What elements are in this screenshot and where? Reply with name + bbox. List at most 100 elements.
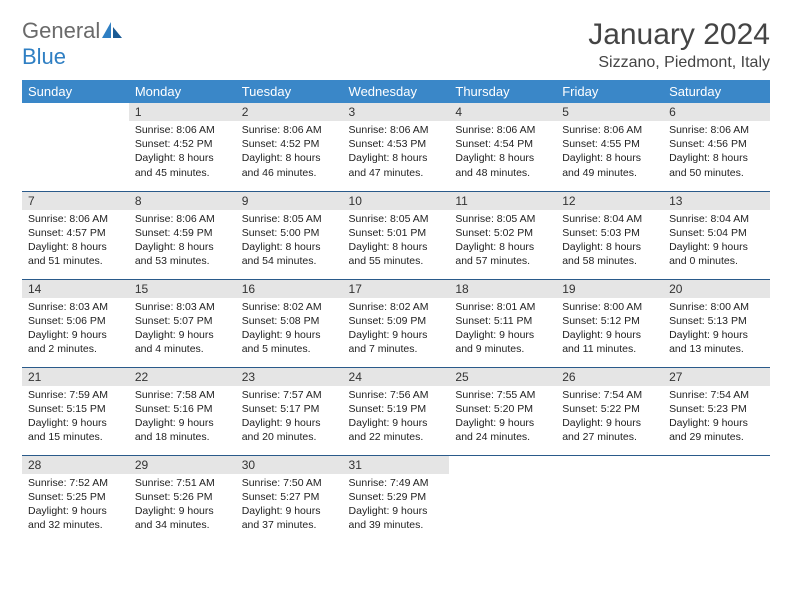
calendar-row: 21Sunrise: 7:59 AMSunset: 5:15 PMDayligh… xyxy=(22,367,770,455)
day-line: Sunset: 4:59 PM xyxy=(135,226,230,240)
day-line: Daylight: 8 hours xyxy=(562,240,657,254)
day-content: Sunrise: 8:00 AMSunset: 5:12 PMDaylight:… xyxy=(556,298,663,361)
day-line: Sunset: 5:04 PM xyxy=(669,226,764,240)
day-line: Daylight: 9 hours xyxy=(349,504,444,518)
day-line: Daylight: 9 hours xyxy=(455,328,550,342)
calendar-body: 1Sunrise: 8:06 AMSunset: 4:52 PMDaylight… xyxy=(22,103,770,543)
day-number: 18 xyxy=(449,280,556,298)
day-line: and 39 minutes. xyxy=(349,518,444,532)
day-content: Sunrise: 7:50 AMSunset: 5:27 PMDaylight:… xyxy=(236,474,343,537)
calendar-day: 31Sunrise: 7:49 AMSunset: 5:29 PMDayligh… xyxy=(343,455,450,543)
day-line: Sunrise: 8:02 AM xyxy=(242,300,337,314)
calendar-day: 25Sunrise: 7:55 AMSunset: 5:20 PMDayligh… xyxy=(449,367,556,455)
day-line: Sunset: 5:09 PM xyxy=(349,314,444,328)
page-title: January 2024 xyxy=(588,18,770,52)
day-line: Daylight: 9 hours xyxy=(669,328,764,342)
calendar-day: 2Sunrise: 8:06 AMSunset: 4:52 PMDaylight… xyxy=(236,103,343,191)
day-number: 17 xyxy=(343,280,450,298)
day-line: Sunset: 4:57 PM xyxy=(28,226,123,240)
calendar-day: 10Sunrise: 8:05 AMSunset: 5:01 PMDayligh… xyxy=(343,191,450,279)
day-line: and 45 minutes. xyxy=(135,166,230,180)
day-number: 28 xyxy=(22,456,129,474)
calendar-row: 14Sunrise: 8:03 AMSunset: 5:06 PMDayligh… xyxy=(22,279,770,367)
day-number: 25 xyxy=(449,368,556,386)
day-line: and 9 minutes. xyxy=(455,342,550,356)
day-line: Sunset: 5:19 PM xyxy=(349,402,444,416)
header: General Blue January 2024 Sizzano, Piedm… xyxy=(22,18,770,72)
day-line: and 4 minutes. xyxy=(135,342,230,356)
day-number: 12 xyxy=(556,192,663,210)
day-line: and 32 minutes. xyxy=(28,518,123,532)
day-line: and 7 minutes. xyxy=(349,342,444,356)
day-line: Daylight: 8 hours xyxy=(455,151,550,165)
calendar-empty xyxy=(663,455,770,543)
day-line: Daylight: 8 hours xyxy=(669,151,764,165)
day-line: and 37 minutes. xyxy=(242,518,337,532)
day-content: Sunrise: 7:54 AMSunset: 5:23 PMDaylight:… xyxy=(663,386,770,449)
calendar-day: 17Sunrise: 8:02 AMSunset: 5:09 PMDayligh… xyxy=(343,279,450,367)
calendar-table: SundayMondayTuesdayWednesdayThursdayFrid… xyxy=(22,80,770,543)
day-content: Sunrise: 8:05 AMSunset: 5:01 PMDaylight:… xyxy=(343,210,450,273)
calendar-empty xyxy=(556,455,663,543)
weekday-header: Wednesday xyxy=(343,80,450,103)
day-number: 13 xyxy=(663,192,770,210)
day-content: Sunrise: 8:06 AMSunset: 4:56 PMDaylight:… xyxy=(663,121,770,184)
day-line: Sunset: 5:17 PM xyxy=(242,402,337,416)
day-line: and 18 minutes. xyxy=(135,430,230,444)
calendar-day: 7Sunrise: 8:06 AMSunset: 4:57 PMDaylight… xyxy=(22,191,129,279)
day-line: Sunset: 4:55 PM xyxy=(562,137,657,151)
calendar-day: 14Sunrise: 8:03 AMSunset: 5:06 PMDayligh… xyxy=(22,279,129,367)
day-content: Sunrise: 7:56 AMSunset: 5:19 PMDaylight:… xyxy=(343,386,450,449)
day-line: Sunset: 5:13 PM xyxy=(669,314,764,328)
logo-text: General Blue xyxy=(22,18,124,70)
day-content: Sunrise: 8:01 AMSunset: 5:11 PMDaylight:… xyxy=(449,298,556,361)
calendar-day: 27Sunrise: 7:54 AMSunset: 5:23 PMDayligh… xyxy=(663,367,770,455)
weekday-header: Friday xyxy=(556,80,663,103)
day-line: Daylight: 8 hours xyxy=(28,240,123,254)
day-line: and 47 minutes. xyxy=(349,166,444,180)
calendar-day: 26Sunrise: 7:54 AMSunset: 5:22 PMDayligh… xyxy=(556,367,663,455)
calendar-row: 7Sunrise: 8:06 AMSunset: 4:57 PMDaylight… xyxy=(22,191,770,279)
calendar-day: 3Sunrise: 8:06 AMSunset: 4:53 PMDaylight… xyxy=(343,103,450,191)
title-block: January 2024 Sizzano, Piedmont, Italy xyxy=(588,18,770,72)
day-line: Sunset: 5:12 PM xyxy=(562,314,657,328)
day-content: Sunrise: 8:06 AMSunset: 4:55 PMDaylight:… xyxy=(556,121,663,184)
day-line: Sunrise: 8:06 AM xyxy=(455,123,550,137)
day-content: Sunrise: 8:06 AMSunset: 4:52 PMDaylight:… xyxy=(236,121,343,184)
day-content: Sunrise: 8:06 AMSunset: 4:52 PMDaylight:… xyxy=(129,121,236,184)
day-line: Sunset: 5:29 PM xyxy=(349,490,444,504)
calendar-day: 18Sunrise: 8:01 AMSunset: 5:11 PMDayligh… xyxy=(449,279,556,367)
day-line: and 24 minutes. xyxy=(455,430,550,444)
day-line: Daylight: 8 hours xyxy=(349,151,444,165)
day-line: and 34 minutes. xyxy=(135,518,230,532)
day-line: and 5 minutes. xyxy=(242,342,337,356)
calendar-head: SundayMondayTuesdayWednesdayThursdayFrid… xyxy=(22,80,770,103)
weekday-header: Monday xyxy=(129,80,236,103)
day-line: and 29 minutes. xyxy=(669,430,764,444)
day-content: Sunrise: 8:04 AMSunset: 5:03 PMDaylight:… xyxy=(556,210,663,273)
day-line: Daylight: 8 hours xyxy=(455,240,550,254)
day-line: and 13 minutes. xyxy=(669,342,764,356)
calendar-day: 19Sunrise: 8:00 AMSunset: 5:12 PMDayligh… xyxy=(556,279,663,367)
day-line: Daylight: 8 hours xyxy=(562,151,657,165)
day-line: Sunrise: 7:50 AM xyxy=(242,476,337,490)
day-line: Daylight: 8 hours xyxy=(135,151,230,165)
day-line: Daylight: 9 hours xyxy=(242,328,337,342)
day-line: Sunrise: 7:56 AM xyxy=(349,388,444,402)
day-number: 21 xyxy=(22,368,129,386)
day-line: Sunrise: 8:03 AM xyxy=(135,300,230,314)
day-line: Sunset: 5:20 PM xyxy=(455,402,550,416)
day-content: Sunrise: 8:02 AMSunset: 5:08 PMDaylight:… xyxy=(236,298,343,361)
day-content: Sunrise: 7:58 AMSunset: 5:16 PMDaylight:… xyxy=(129,386,236,449)
logo: General Blue xyxy=(22,18,124,70)
day-line: Sunset: 5:01 PM xyxy=(349,226,444,240)
day-line: and 27 minutes. xyxy=(562,430,657,444)
day-content: Sunrise: 7:59 AMSunset: 5:15 PMDaylight:… xyxy=(22,386,129,449)
logo-sail-icon xyxy=(102,18,124,44)
day-line: Sunset: 4:53 PM xyxy=(349,137,444,151)
day-line: Sunset: 5:23 PM xyxy=(669,402,764,416)
day-line: and 20 minutes. xyxy=(242,430,337,444)
day-number: 8 xyxy=(129,192,236,210)
day-line: Sunrise: 7:57 AM xyxy=(242,388,337,402)
day-line: Sunrise: 8:06 AM xyxy=(135,123,230,137)
